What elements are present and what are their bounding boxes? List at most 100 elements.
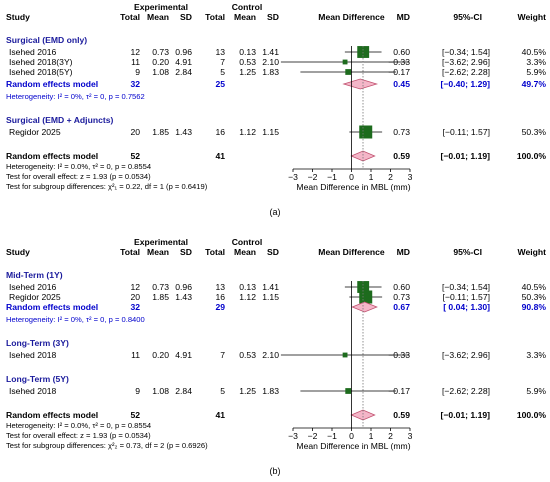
cell-exp-mean: 0.20 <box>152 350 169 360</box>
cell-ctrl-mean: 1.12 <box>239 292 256 302</box>
header-total: Total <box>205 247 225 257</box>
header-experimental: Experimental <box>134 2 188 12</box>
overall-md: 0.59 <box>393 151 410 161</box>
cell-exp-total: 11 <box>131 350 140 360</box>
overall-diamond <box>350 409 376 421</box>
header-mean: Mean <box>234 12 256 22</box>
pooled-ctrl-total: 29 <box>215 302 225 312</box>
pooled-weight: 90.8% <box>522 302 547 312</box>
header-total: Total <box>205 12 225 22</box>
pooled-md: 0.67 <box>393 302 410 312</box>
header-mean: Mean <box>147 247 169 257</box>
x-tick-label: 3 <box>408 172 413 182</box>
cell-ci: [−3.62; 2.96] <box>442 57 490 67</box>
cell-ctrl-mean: 1.12 <box>239 127 256 137</box>
study-name: Regidor 2025 <box>9 127 61 137</box>
cell-ctrl-mean: 1.25 <box>239 386 256 396</box>
cell-exp-sd: 2.84 <box>175 67 192 77</box>
subgroup-title: Surgical (EMD + Adjuncts) <box>6 115 113 125</box>
x-tick-label: −3 <box>288 172 298 182</box>
cell-ctrl-sd: 2.10 <box>262 350 279 360</box>
cell-ctrl-mean: 1.25 <box>239 67 256 77</box>
pooled-ctrl-total: 25 <box>215 79 225 89</box>
subgroup-title: Mid-Term (1Y) <box>6 270 63 280</box>
footer-stat: Test for overall effect: z = 1.93 (p = 0… <box>6 431 151 440</box>
header-mean: Mean <box>234 247 256 257</box>
cell-exp-total: 20 <box>130 292 140 302</box>
overall-label: Random effects model <box>6 151 98 161</box>
study-name: Isehed 2018(5Y) <box>9 67 73 77</box>
x-tick-label: 2 <box>388 172 393 182</box>
study-weight-square <box>345 69 352 75</box>
cell-ci: [−0.34; 1.54] <box>442 282 490 292</box>
cell-exp-sd: 1.43 <box>175 127 192 137</box>
cell-ctrl-sd: 1.83 <box>262 386 279 396</box>
cell-exp-sd: 4.91 <box>175 57 192 67</box>
pooled-weight: 49.7% <box>522 79 547 89</box>
header-mean-difference: Mean Difference <box>318 12 385 22</box>
overall-ci: [−0.01; 1.19] <box>441 151 491 161</box>
pooled-ci: [ 0.04; 1.30] <box>443 302 490 312</box>
cell-ctrl-total: 13 <box>215 282 225 292</box>
cell-ci: [−2.62; 2.28] <box>442 386 490 396</box>
study-name: Isehed 2018 <box>9 386 57 396</box>
study-weight-square <box>342 352 348 358</box>
cell-ci: [−0.34; 1.54] <box>442 47 490 57</box>
cell-weight: 40.5% <box>522 47 547 57</box>
cell-exp-sd: 2.84 <box>175 386 192 396</box>
study-name: Isehed 2018 <box>9 350 57 360</box>
header-study: Study <box>6 12 30 22</box>
header-ci: 95%-CI <box>453 12 482 22</box>
cell-exp-sd: 4.91 <box>175 350 192 360</box>
header-total: Total <box>120 247 140 257</box>
cell-ctrl-total: 7 <box>220 350 225 360</box>
cell-ci: [−0.11; 1.57] <box>443 127 490 137</box>
x-tick-label: 1 <box>369 431 374 441</box>
cell-exp-total: 9 <box>135 386 140 396</box>
overall-md: 0.59 <box>393 410 410 420</box>
header-sd: SD <box>180 247 192 257</box>
cell-ci: [−0.11; 1.57] <box>443 292 490 302</box>
footer-stat: Test for subgroup differences: χ²₁ = 0.2… <box>6 182 208 191</box>
cell-exp-total: 11 <box>131 57 140 67</box>
header-sd: SD <box>267 12 279 22</box>
cell-exp-total: 9 <box>135 67 140 77</box>
cell-exp-mean: 1.85 <box>152 292 169 302</box>
overall-exp-total: 52 <box>130 151 140 161</box>
cell-ctrl-total: 16 <box>215 292 225 302</box>
cell-exp-sd: 0.96 <box>175 47 192 57</box>
subgroup-title: Surgical (EMD only) <box>6 35 87 45</box>
cell-weight: 3.3% <box>526 350 546 360</box>
cell-weight: 50.3% <box>522 292 547 302</box>
cell-md: −0.17 <box>388 386 410 396</box>
header-md: MD <box>397 12 410 22</box>
panel-caption-a: (a) <box>270 207 281 217</box>
header-md: MD <box>397 247 410 257</box>
overall-label: Random effects model <box>6 410 98 420</box>
header-mean-difference: Mean Difference <box>318 247 385 257</box>
x-tick-label: 3 <box>408 431 413 441</box>
pooled-exp-total: 32 <box>130 79 140 89</box>
overall-diamond <box>350 150 376 162</box>
subgroup-diamond <box>342 78 379 90</box>
x-tick-label: 0 <box>349 172 354 182</box>
cell-weight: 3.3% <box>526 57 546 67</box>
cell-weight: 40.5% <box>522 282 547 292</box>
x-tick-label: 0 <box>349 431 354 441</box>
overall-weight: 100.0% <box>517 410 547 420</box>
forest-panel-a: Experimental Control Study Total Mean SD Total… <box>6 2 546 192</box>
x-tick-label: −2 <box>308 431 318 441</box>
subgroup-heterogeneity: Heterogeneity: I² = 0%, τ² = 0, p = 0.75… <box>6 92 145 101</box>
cell-ctrl-sd: 1.83 <box>262 67 279 77</box>
cell-ctrl-sd: 1.41 <box>262 47 279 57</box>
cell-exp-mean: 0.73 <box>152 47 169 57</box>
study-weight-square <box>345 388 352 394</box>
footer-stat: Test for subgroup differences: χ²₂ = 0.7… <box>6 441 208 450</box>
header-sd: SD <box>180 12 192 22</box>
study-name: Isehed 2016 <box>9 282 57 292</box>
header-control: Control <box>232 2 263 12</box>
cell-weight: 5.9% <box>526 67 546 77</box>
panel-caption-b: (b) <box>270 466 281 476</box>
cell-exp-sd: 0.96 <box>175 282 192 292</box>
